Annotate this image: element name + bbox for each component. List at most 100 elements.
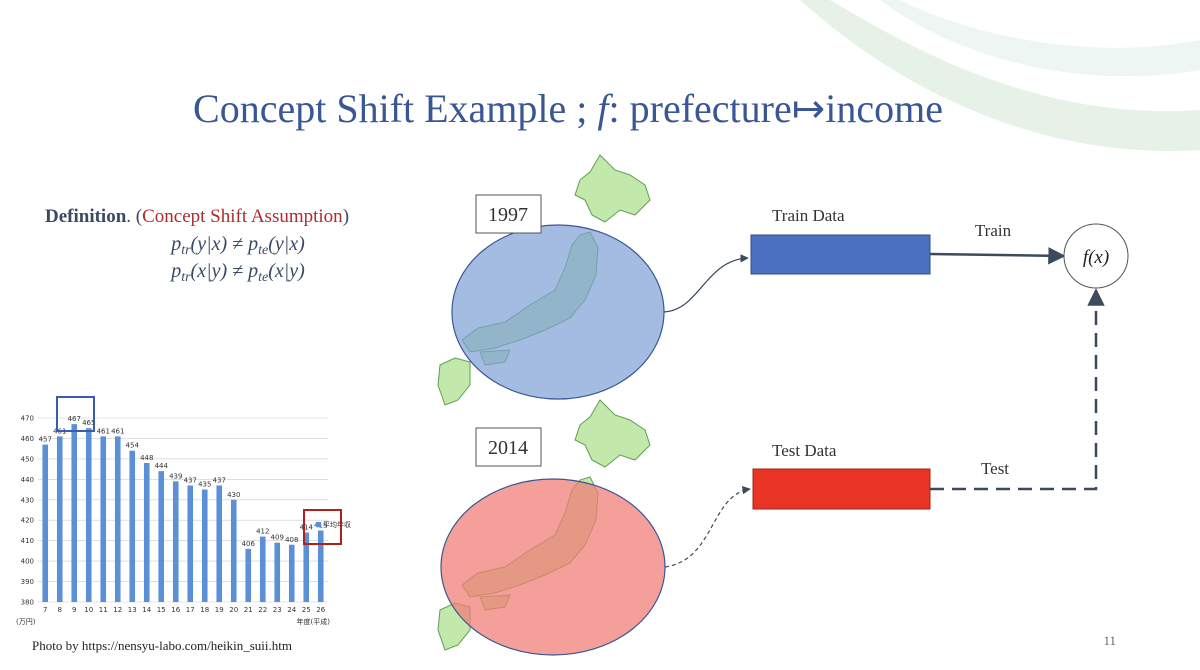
bar: [158, 471, 165, 602]
formula: ptr(x|y) ≠ pte(x|y): [169, 260, 305, 285]
bar: [274, 542, 281, 602]
y-tick-label: 390: [21, 578, 34, 586]
y-tick-label: 380: [21, 599, 34, 607]
arrow: [929, 247, 1066, 265]
value-label: 454: [126, 442, 140, 450]
y-tick-label: 420: [21, 517, 34, 525]
x-tick-label: 9: [72, 606, 76, 614]
value-label: 439: [169, 472, 182, 480]
value-label: 467: [68, 415, 81, 423]
bar: [201, 489, 208, 602]
definition: Definition. (Concept Shift Assumption): [45, 206, 349, 227]
x-tick-label: 21: [244, 606, 253, 614]
y-tick-label: 440: [21, 476, 34, 484]
y-tick-label: 470: [21, 415, 34, 423]
bar: [317, 530, 324, 602]
y-tick-label: 460: [21, 435, 34, 443]
label: Test: [981, 459, 1009, 478]
value-label: 408: [285, 536, 298, 544]
bar: [114, 436, 121, 602]
y-tick-label: 400: [21, 558, 34, 566]
value-label: 461: [97, 427, 110, 435]
y-tick-label: 410: [21, 537, 34, 545]
bar: [71, 424, 78, 602]
highlight: [56, 396, 95, 432]
x-tick-label: 12: [113, 606, 122, 614]
label: Train Data: [772, 206, 845, 225]
value-label: 412: [256, 528, 269, 536]
bar: [230, 499, 237, 602]
year: 2014: [488, 437, 528, 459]
bar: [143, 462, 150, 602]
bar-chart: 380 390 400 410 420 430 440 450 460 470 (万円) 年度(平成)…: [16, 396, 351, 626]
value-label: 457: [39, 436, 52, 444]
x-tick-label: 15: [157, 606, 166, 614]
bar: [303, 532, 310, 602]
value-label: 448: [140, 454, 153, 462]
label: Train: [975, 221, 1012, 240]
model-node: [1063, 223, 1129, 289]
x-tick-label: 7: [43, 606, 47, 614]
arrow: [930, 288, 1105, 491]
bar: [216, 485, 223, 602]
x-tick-label: 20: [229, 606, 238, 614]
arrow: [663, 254, 749, 313]
x-tick-label: 17: [186, 606, 195, 614]
decoration: [800, 0, 1200, 151]
x-tick-label: 25: [302, 606, 311, 614]
formula: ptr(y|x) ≠ pte(y|x): [169, 233, 305, 258]
x-tick-label: 24: [287, 606, 296, 614]
value-label: 437: [213, 476, 226, 484]
x-tick-label: 26: [316, 606, 325, 614]
y-tick-label: 450: [21, 455, 34, 463]
year-box: [475, 194, 542, 234]
legend-label: 平均年収: [323, 520, 351, 529]
title: Concept Shift Example ; f: prefecture↦in…: [193, 86, 943, 131]
x-tick-label: 16: [171, 606, 180, 614]
x-tick-label: 14: [142, 606, 151, 614]
value-label: 430: [227, 491, 240, 499]
year: 1997: [488, 204, 528, 226]
year-box: [475, 427, 542, 467]
x-tick-label: 22: [258, 606, 267, 614]
value-label: 435: [198, 481, 211, 489]
label: Test Data: [772, 441, 837, 460]
x-tick-label: 18: [200, 606, 209, 614]
test-box: [752, 468, 931, 510]
arrow: [664, 485, 751, 568]
bar: [56, 436, 63, 602]
page-number: 11: [1103, 633, 1116, 648]
legend-swatch: [316, 522, 321, 527]
bar: [187, 485, 194, 602]
x-axis-label: 年度(平成): [297, 617, 331, 626]
bar: [85, 428, 92, 602]
bar: [42, 444, 49, 602]
unit-label: (万円): [16, 618, 36, 626]
bar: [100, 436, 107, 602]
y-tick-label: 430: [21, 496, 34, 504]
bar: [172, 481, 179, 602]
value-label: 409: [271, 534, 284, 542]
bar: [288, 544, 295, 602]
highlight: [303, 509, 342, 545]
bar: [129, 450, 136, 602]
value-label: 437: [184, 476, 197, 484]
x-tick-label: 10: [84, 606, 93, 614]
ellipse-2014: [440, 478, 666, 656]
value-label: 444: [155, 462, 169, 470]
value-label: 406: [242, 540, 256, 548]
x-tick-label: 13: [128, 606, 137, 614]
x-tick-label: 19: [215, 606, 224, 614]
value-label: 461: [111, 427, 124, 435]
credit: Photo by https://nensyu-labo.com/heikin_…: [32, 638, 292, 653]
bar: [259, 536, 266, 602]
ellipse-1997: [451, 224, 665, 400]
value-label: 414: [300, 523, 314, 531]
value-label: 465: [82, 419, 95, 427]
x-tick-label: 11: [99, 606, 108, 614]
train-box: [750, 234, 931, 275]
x-tick-label: 8: [58, 606, 62, 614]
label: f(x): [1083, 247, 1109, 268]
bar: [245, 548, 252, 602]
x-tick-label: 23: [273, 606, 282, 614]
